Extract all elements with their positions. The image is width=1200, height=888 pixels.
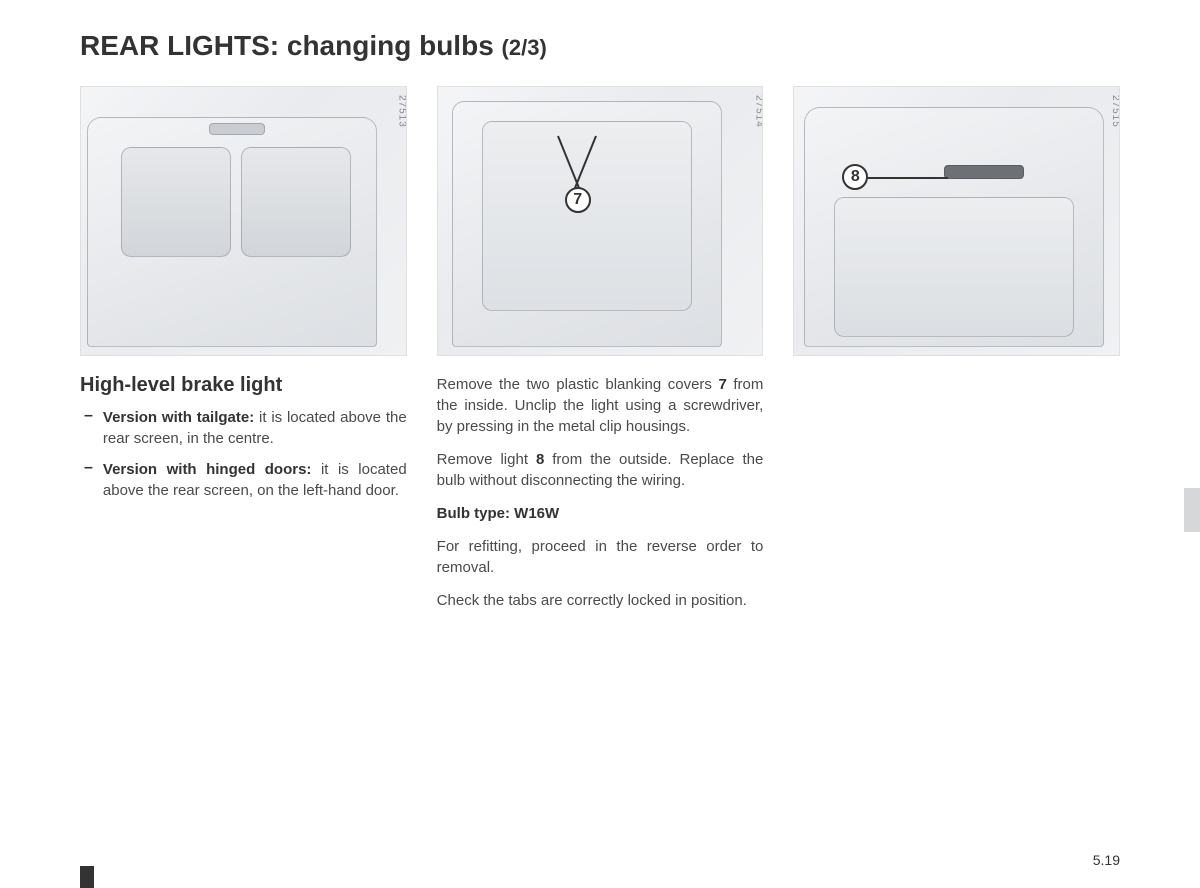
page-number: 5.19 — [1093, 852, 1120, 868]
figure-middle: 27514 7 — [437, 86, 764, 356]
paragraph: Remove light 8 from the outside. Replace… — [437, 449, 764, 491]
list-item: – Version with hinged doors: it is locat… — [80, 459, 407, 501]
figure-code: 27514 — [753, 95, 763, 128]
bullet-lead: Version with hinged doors: — [103, 461, 312, 478]
bulb-type: Bulb type: W16W — [437, 503, 764, 524]
page-title: REAR LIGHTS: changing bulbs (2/3) — [80, 30, 1120, 62]
bullet-dash: – — [80, 459, 103, 501]
callout-label: 7 — [573, 191, 582, 209]
bullet-text: Version with tailgate: it is located abo… — [103, 407, 407, 449]
side-tab — [1184, 488, 1200, 532]
page-content: REAR LIGHTS: changing bulbs (2/3) 27513 … — [0, 0, 1200, 623]
bullet-lead: Version with tailgate: — [103, 409, 254, 426]
title-sub: (2/3) — [502, 35, 547, 60]
figure-left: 27513 — [80, 86, 407, 356]
bullet-text: Version with hinged doors: it is located… — [103, 459, 407, 501]
paragraph: Check the tabs are correctly locked in p… — [437, 590, 764, 611]
figure-right: 27515 8 — [793, 86, 1120, 356]
bullet-dash: – — [80, 407, 103, 449]
paragraph: Remove the two plastic blanking covers 7… — [437, 374, 764, 437]
list-item: – Version with tailgate: it is located a… — [80, 407, 407, 449]
bottom-mark — [80, 866, 94, 888]
column-2: 27514 7 Remove the two plastic blanking … — [437, 86, 764, 623]
title-main: REAR LIGHTS: changing bulbs — [80, 30, 494, 61]
figure-code: 27513 — [397, 95, 407, 128]
column-3: 27515 8 — [793, 86, 1120, 623]
section-heading: High-level brake light — [80, 374, 407, 397]
callout-label: 8 — [851, 168, 860, 186]
figure-code: 27515 — [1110, 95, 1120, 128]
callout-7: 7 — [565, 187, 591, 213]
paragraph: For refitting, proceed in the reverse or… — [437, 536, 764, 578]
columns: 27513 High-level brake light – Version w… — [80, 86, 1120, 623]
column-1: 27513 High-level brake light – Version w… — [80, 86, 407, 623]
